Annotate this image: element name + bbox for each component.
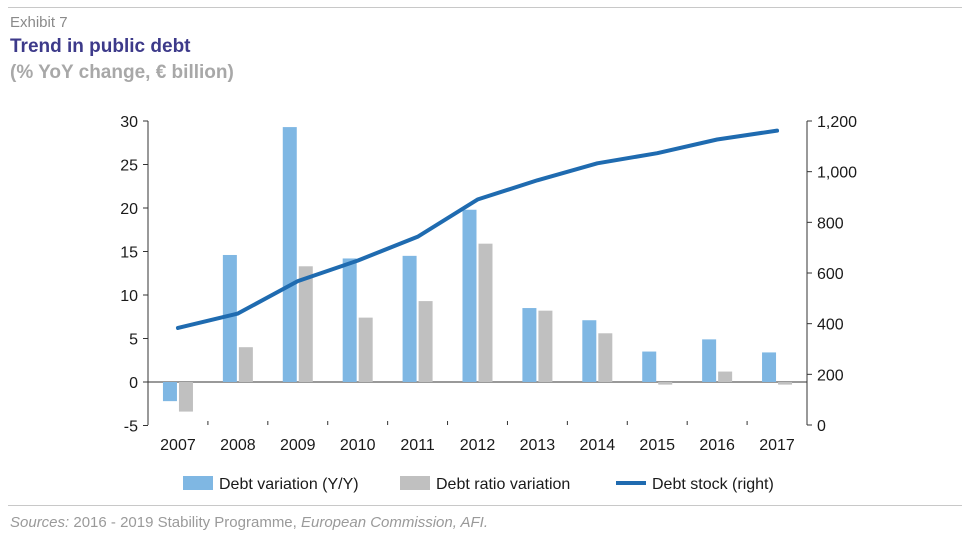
legend-label: Debt stock (right) (652, 476, 774, 493)
bar-debt-ratio-variation (478, 243, 493, 382)
debt-stock-line-group (175, 128, 780, 330)
bar-debt-variation (342, 258, 357, 382)
chart-plot: -5 0 5 10 15 20 25 30 0 200 400 600 800 1,000 1,200 20… (120, 114, 857, 493)
bar-debt-variation (582, 320, 597, 382)
legend-swatch (400, 476, 430, 490)
bar-debt-variation (402, 255, 417, 382)
left-tick-label: 0 (129, 375, 138, 392)
debt-stock-line (175, 128, 780, 330)
left-tick-label: 30 (120, 114, 138, 131)
sources-note: Sources: 2016 - 2019 Stability Programme… (10, 514, 488, 531)
left-tick-label: 10 (120, 288, 138, 305)
bottom-rule (8, 505, 962, 506)
bar-debt-ratio-variation (538, 310, 553, 382)
chart-subtitle: (% YoY change, € billion) (10, 62, 234, 83)
top-rule (8, 7, 962, 8)
bar-debt-ratio-variation (418, 301, 433, 382)
bar-debt-ratio-variation (658, 382, 673, 385)
sources-prefix: Sources: (10, 514, 70, 531)
bar-debt-variation (702, 339, 717, 382)
left-tick-label: 25 (120, 158, 138, 175)
x-tick-label: 2009 (280, 437, 316, 454)
x-tick-label: 2010 (340, 437, 376, 454)
chart-title: Trend in public debt (10, 36, 191, 57)
bar-debt-variation (642, 351, 657, 382)
bar-debt-ratio-variation (718, 371, 733, 382)
bar-debt-variation (462, 209, 477, 382)
left-tick-label: 15 (120, 245, 138, 262)
left-tick-label: -5 (124, 419, 138, 436)
legend-label: Debt variation (Y/Y) (219, 476, 359, 493)
bar-debt-variation (222, 254, 237, 382)
legend-label: Debt ratio variation (436, 476, 570, 493)
legend-debt-ratio-variation: Debt ratio variation (400, 476, 570, 493)
right-tick-label: 400 (817, 317, 844, 334)
x-tick-label: 2017 (759, 437, 795, 454)
bar-debt-variation (162, 382, 177, 402)
bars (162, 127, 793, 412)
x-tick-label: 2016 (699, 437, 735, 454)
x-tick-label: 2015 (639, 437, 675, 454)
bar-debt-ratio-variation (778, 382, 793, 385)
bar-debt-ratio-variation (358, 317, 373, 382)
bar-debt-variation (282, 127, 297, 382)
legend-debt-variation: Debt variation (Y/Y) (183, 476, 359, 493)
bar-debt-ratio-variation (298, 266, 313, 382)
exhibit-label: Exhibit 7 (10, 14, 68, 31)
legend-debt-stock: Debt stock (right) (616, 476, 774, 493)
x-tick-label: 2008 (220, 437, 256, 454)
bar-debt-variation (522, 308, 537, 382)
bar-debt-ratio-variation (178, 382, 193, 412)
x-tick-label: 2007 (160, 437, 196, 454)
right-tick-label: 600 (817, 266, 844, 283)
right-tick-label: 800 (817, 215, 844, 232)
legend: Debt variation (Y/Y) Debt ratio variation… (183, 476, 774, 493)
left-tick-label: 5 (129, 332, 138, 349)
bar-debt-variation (762, 352, 777, 382)
x-tick-label: 2013 (520, 437, 556, 454)
right-tick-label: 1,000 (817, 165, 857, 182)
right-tick-label: 1,200 (817, 114, 857, 131)
x-tick-label: 2011 (400, 437, 435, 454)
axes: -5 0 5 10 15 20 25 30 0 200 400 600 800 1,000 1,200 (120, 114, 857, 436)
sources-suffix: European Commission, AFI. (301, 514, 489, 531)
x-tick-labels: 2007 2008 2009 2010 2011 2012 2013 2014 2015 2016… (160, 437, 795, 454)
left-tick-label: 20 (120, 201, 138, 218)
x-tick-label: 2014 (580, 437, 616, 454)
bar-debt-ratio-variation (598, 333, 613, 382)
legend-swatch (183, 476, 213, 490)
bar-debt-ratio-variation (238, 347, 253, 382)
right-tick-label: 200 (817, 367, 844, 384)
sources-middle: 2016 - 2019 Stability Programme, (69, 514, 301, 531)
x-tick-label: 2012 (460, 437, 496, 454)
right-tick-label: 0 (817, 418, 826, 435)
